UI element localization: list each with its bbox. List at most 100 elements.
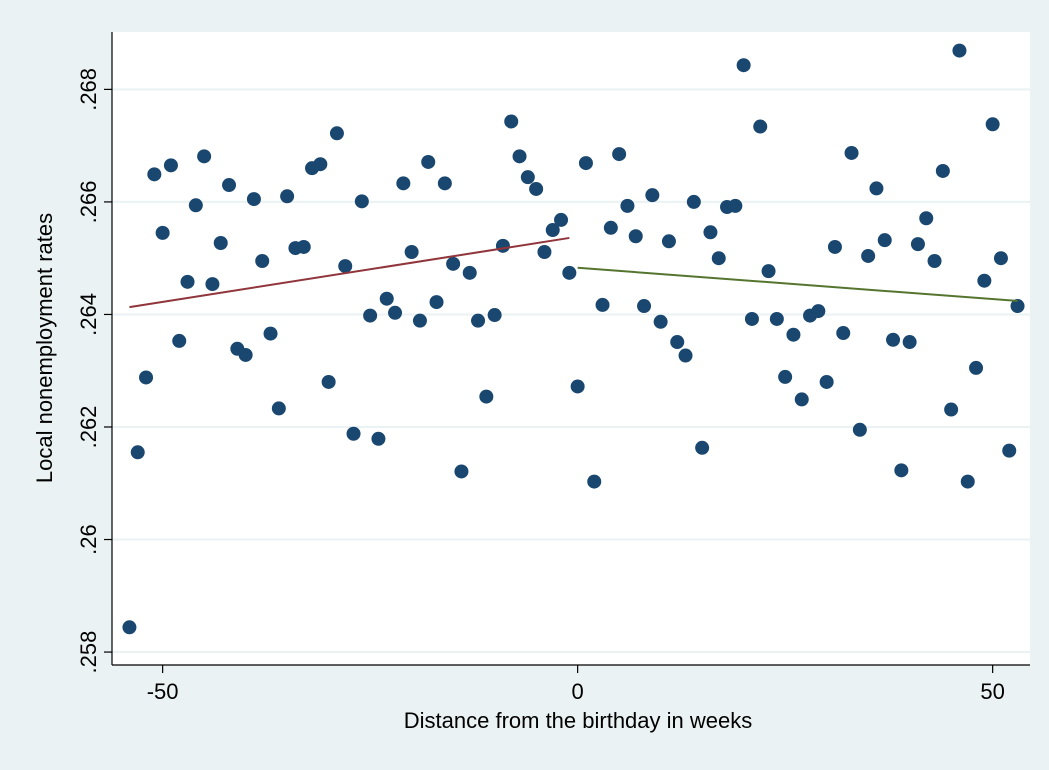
y-axis-label: Local nonemployment rates: [32, 213, 57, 483]
point: [139, 370, 154, 385]
point: [670, 335, 685, 350]
point: [728, 198, 743, 213]
point: [927, 254, 942, 269]
point: [404, 245, 419, 260]
point: [163, 158, 178, 173]
point: [172, 333, 187, 348]
x-axis-label: Distance from the birthday in weeks: [404, 708, 753, 733]
point: [479, 389, 494, 404]
point: [919, 211, 934, 226]
point: [147, 167, 162, 182]
point: [280, 189, 295, 204]
point: [869, 181, 884, 196]
point: [753, 119, 768, 134]
point: [520, 170, 535, 185]
point: [578, 156, 593, 171]
point: [313, 157, 328, 172]
plot-region: [112, 32, 1030, 665]
point: [354, 194, 369, 209]
point: [421, 154, 436, 169]
point: [612, 147, 627, 162]
point: [944, 402, 959, 417]
point: [205, 277, 220, 292]
point: [645, 188, 660, 203]
fit-line: [577, 266, 1018, 302]
point: [122, 620, 137, 635]
point: [836, 326, 851, 341]
point: [761, 264, 776, 279]
point: [769, 311, 784, 326]
point: [977, 273, 992, 288]
point: [886, 332, 901, 347]
point: [454, 464, 469, 479]
point: [628, 229, 643, 244]
point: [412, 313, 427, 328]
point: [462, 265, 477, 280]
point: [620, 198, 635, 213]
point: [495, 238, 510, 253]
point: [935, 163, 950, 178]
point: [794, 392, 809, 407]
point: [819, 374, 834, 389]
x-tick-label: -50: [147, 679, 179, 704]
point: [321, 374, 336, 389]
point: [686, 194, 701, 209]
point: [429, 295, 444, 310]
point: [271, 401, 286, 416]
point: [1002, 443, 1017, 458]
point: [661, 234, 676, 249]
point: [238, 347, 253, 362]
point: [603, 220, 618, 235]
point: [844, 145, 859, 160]
point: [736, 58, 751, 73]
point: [952, 43, 967, 58]
point: [346, 426, 361, 441]
point: [587, 474, 602, 489]
point: [545, 223, 560, 238]
point: [213, 236, 228, 250]
point: [827, 239, 842, 254]
point: [811, 304, 826, 319]
point: [130, 445, 145, 460]
point: [296, 239, 311, 254]
point: [512, 149, 527, 164]
point: [537, 245, 552, 260]
point: [703, 225, 718, 240]
point: [471, 313, 486, 328]
point: [861, 248, 876, 263]
point: [678, 348, 693, 363]
y-tick-label: .264: [76, 293, 101, 336]
point: [554, 212, 569, 227]
fit-line: [129, 236, 570, 309]
y-tick-label: .258: [76, 631, 101, 674]
point: [894, 463, 909, 478]
point: [653, 314, 668, 329]
point: [388, 305, 403, 320]
point: [786, 327, 801, 342]
point: [852, 422, 867, 437]
x-tick-label: 0: [572, 679, 584, 704]
point: [778, 369, 793, 384]
y-tick-label: .26: [76, 524, 101, 555]
point: [379, 291, 394, 306]
point: [877, 233, 892, 248]
point: [363, 308, 378, 323]
point: [570, 379, 585, 394]
point: [744, 311, 759, 326]
point: [910, 237, 925, 252]
point: [396, 176, 411, 191]
point: [371, 431, 386, 446]
point: [969, 360, 984, 375]
point: [446, 256, 461, 271]
point: [529, 181, 544, 196]
x-tick-label: 50: [980, 679, 1004, 704]
point: [188, 198, 203, 213]
point: [222, 178, 237, 193]
point: [985, 117, 1000, 132]
point: [255, 254, 270, 269]
y-tick-label: .262: [76, 406, 101, 449]
point: [902, 335, 917, 350]
point: [329, 126, 344, 141]
